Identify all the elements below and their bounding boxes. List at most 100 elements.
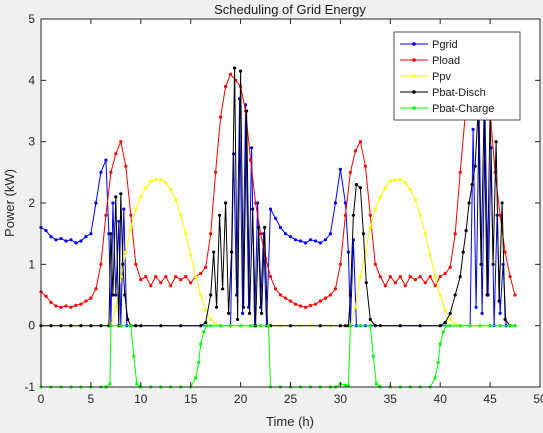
data-point-pload — [348, 170, 352, 174]
data-point-pgrid — [308, 238, 313, 242]
data-point-pbat-charge — [438, 342, 442, 346]
data-point-pbat-disch — [288, 324, 293, 328]
data-point-pload — [393, 281, 397, 285]
data-point-pload — [114, 152, 118, 156]
data-point-pbat-disch — [494, 140, 498, 144]
data-point-pload — [308, 303, 313, 307]
data-point-pload — [503, 250, 507, 254]
data-point-pgrid — [323, 238, 327, 242]
x-tick-label: 30 — [334, 392, 348, 406]
data-point-ppv — [403, 181, 407, 185]
data-point-pload — [259, 232, 263, 236]
data-point-pload — [313, 302, 318, 306]
data-point-pbat-disch — [491, 262, 495, 266]
data-point-pload — [79, 302, 83, 306]
data-point-pgrid — [343, 201, 347, 205]
data-point-pload — [139, 278, 143, 282]
data-point-ppv — [204, 308, 208, 312]
data-point-pbat-disch — [485, 293, 489, 297]
data-point-pload — [189, 281, 193, 285]
data-point-pbat-charge — [197, 360, 201, 365]
legend-label-pbat-charge: Pbat-Charge — [432, 103, 494, 115]
y-axis-label: Power (kW) — [2, 169, 17, 237]
data-point-pload — [74, 303, 78, 307]
data-point-ppv — [174, 198, 178, 202]
data-point-pload — [438, 275, 442, 279]
data-point-pload — [458, 170, 462, 174]
data-point-pload — [278, 293, 283, 297]
data-point-pbat-disch — [461, 250, 465, 254]
x-tick-label: 40 — [434, 392, 448, 406]
data-point-pbat-charge — [436, 360, 440, 365]
data-point-pbat-disch — [338, 324, 342, 328]
x-tick-label: 35 — [384, 392, 398, 406]
data-point-pload — [378, 275, 382, 279]
data-point-pbat-disch — [139, 324, 143, 328]
data-point-pbat-disch — [230, 250, 234, 254]
data-point-pbat-disch — [233, 66, 237, 70]
series-line-pbat-disch — [41, 68, 515, 327]
data-point-pgrid — [346, 250, 350, 254]
data-point-pload — [104, 213, 108, 217]
data-point-pbat-disch — [69, 324, 73, 328]
data-point-pload — [59, 305, 63, 309]
data-point-pgrid — [111, 201, 115, 205]
data-point-pbat-disch — [443, 321, 447, 325]
data-point-pload — [513, 293, 517, 297]
data-point-pgrid — [84, 235, 88, 239]
x-tick-label: 45 — [483, 392, 497, 406]
data-point-pbat-disch — [221, 287, 225, 291]
data-point-ppv — [199, 293, 203, 297]
data-point-pbat-disch — [179, 324, 183, 328]
data-point-pgrid — [114, 293, 118, 297]
data-point-pload — [318, 299, 322, 303]
data-point-pload — [268, 275, 273, 279]
data-point-pload — [383, 284, 387, 288]
data-point-pload — [184, 275, 188, 279]
data-point-pbat-charge — [249, 324, 253, 328]
data-point-pgrid — [480, 311, 484, 315]
data-point-ppv — [413, 198, 417, 202]
data-point-pgrid — [79, 239, 83, 243]
data-point-pbat-charge — [444, 324, 448, 328]
data-point-ppv — [418, 213, 422, 217]
data-point-pbat-disch — [134, 324, 138, 328]
data-point-pbat-disch — [209, 293, 213, 297]
data-point-pbat-disch — [343, 324, 347, 328]
data-point-ppv — [209, 317, 213, 322]
data-point-pload — [89, 296, 93, 300]
data-point-ppv — [438, 293, 442, 297]
data-point-pbat-disch — [224, 201, 228, 205]
data-point-pbat-disch — [373, 324, 377, 328]
data-point-pload — [388, 275, 392, 279]
data-point-ppv — [443, 308, 447, 312]
legend-marker-pbat-disch — [412, 90, 416, 94]
data-point-pload — [428, 275, 432, 279]
data-point-pbat-disch — [378, 324, 382, 328]
data-point-ppv — [184, 232, 188, 236]
data-point-ppv — [149, 179, 153, 184]
data-point-pload — [398, 275, 402, 279]
data-point-pbat-disch — [418, 324, 422, 328]
data-point-pbat-disch — [458, 275, 462, 279]
y-tick-label: 0 — [28, 319, 35, 333]
data-point-ppv — [144, 186, 148, 190]
data-point-pbat-charge — [205, 324, 209, 328]
data-point-pbat-charge — [498, 324, 502, 328]
data-point-pload — [333, 287, 337, 291]
data-point-pload — [368, 213, 372, 217]
data-point-pgrid — [44, 229, 48, 233]
data-point-pgrid — [241, 311, 245, 315]
data-point-pgrid — [54, 238, 58, 242]
data-point-pload — [443, 271, 447, 276]
data-point-pgrid — [298, 239, 303, 243]
x-tick-label: 15 — [184, 392, 198, 406]
data-point-ppv — [154, 178, 158, 182]
data-point-pload — [403, 284, 407, 288]
data-point-pload — [413, 278, 417, 282]
data-point-pload — [303, 305, 308, 309]
data-point-pbat-disch — [126, 317, 130, 322]
legend-label-pbat-disch: Pbat-Disch — [432, 87, 486, 99]
data-point-pbat-disch — [236, 317, 240, 322]
